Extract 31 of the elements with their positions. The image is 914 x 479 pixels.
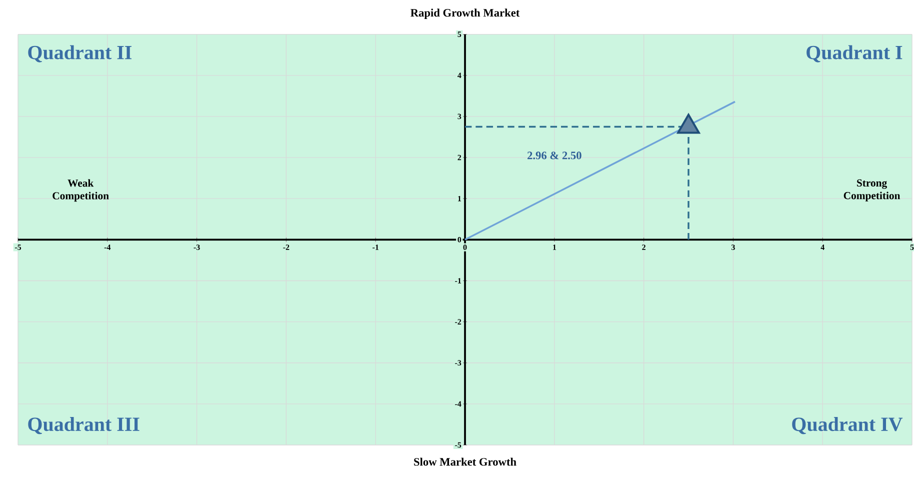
annotation: Quadrant I: [806, 45, 902, 62]
x-tick-label: 2: [642, 244, 646, 250]
y-tick-label: 0: [458, 236, 462, 242]
annotation: Quadrant III: [28, 417, 140, 434]
annotation: Weak Competition: [52, 179, 109, 202]
y-tick-label: 4: [458, 72, 462, 78]
y-tick-label: 3: [458, 114, 462, 120]
x-tick-label: 5: [910, 244, 914, 250]
y-tick-label: 1: [458, 196, 462, 202]
y-tick-label: -4: [455, 401, 462, 407]
x-tick-label: -5: [14, 244, 22, 250]
chart-title: Rapid Growth Market: [410, 8, 520, 19]
x-tick-label: 3: [732, 244, 735, 250]
x-tick-label: -3: [194, 244, 200, 250]
x-tick-label: -4: [104, 244, 111, 250]
annotation: Quadrant II: [28, 45, 132, 62]
y-tick-label: -3: [455, 360, 462, 366]
x-tick-label: 4: [820, 244, 824, 250]
x-tick-label: -1: [372, 244, 379, 250]
y-tick-label: -2: [455, 319, 462, 324]
y-tick-label: 5: [458, 32, 462, 37]
annotation: Strong Competition: [844, 179, 900, 202]
annotation: 2.96 & 2.50: [528, 152, 582, 160]
x-axis-title: Slow Market Growth: [414, 458, 516, 466]
y-tick-label: 2: [458, 154, 462, 160]
x-tick-label: 0: [463, 244, 467, 250]
y-tick-label: -5: [455, 442, 462, 448]
annotation: Quadrant IV: [792, 417, 903, 434]
x-tick-label: -2: [283, 244, 290, 250]
y-tick-label: -1: [455, 278, 462, 284]
x-tick-label: 1: [553, 244, 556, 250]
